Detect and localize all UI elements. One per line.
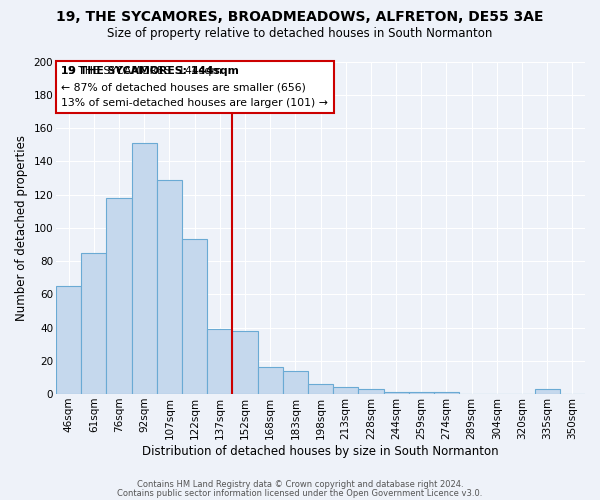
Bar [131,143,157,394]
Text: 19 THE SYCAMORES: 144sqm: 19 THE SYCAMORES: 144sqm [61,66,239,76]
Text: Size of property relative to detached houses in South Normanton: Size of property relative to detached ho… [107,28,493,40]
Bar [434,392,459,394]
Bar [81,252,106,394]
Bar [232,331,257,394]
Bar [157,180,182,394]
Bar [308,384,333,394]
Text: Contains HM Land Registry data © Crown copyright and database right 2024.: Contains HM Land Registry data © Crown c… [137,480,463,489]
Bar [535,389,560,394]
Bar [283,371,308,394]
Bar [358,389,383,394]
Text: 19 THE SYCAMORES: 144sqm
← 87% of detached houses are smaller (656)
13% of semi-: 19 THE SYCAMORES: 144sqm ← 87% of detach… [61,66,328,108]
Bar [106,198,131,394]
Bar [383,392,409,394]
Bar [333,388,358,394]
Bar [257,368,283,394]
Bar [56,286,81,394]
Bar [207,329,232,394]
Y-axis label: Number of detached properties: Number of detached properties [15,135,28,321]
Bar [182,240,207,394]
Bar [409,392,434,394]
X-axis label: Distribution of detached houses by size in South Normanton: Distribution of detached houses by size … [142,444,499,458]
Text: 19, THE SYCAMORES, BROADMEADOWS, ALFRETON, DE55 3AE: 19, THE SYCAMORES, BROADMEADOWS, ALFRETO… [56,10,544,24]
Text: Contains public sector information licensed under the Open Government Licence v3: Contains public sector information licen… [118,489,482,498]
